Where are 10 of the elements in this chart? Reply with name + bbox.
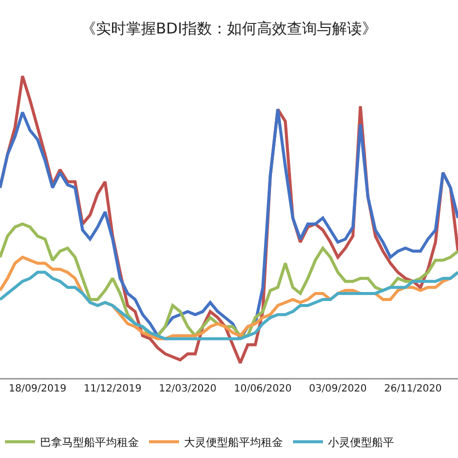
- legend-label: 巴拿马型船平均租金: [40, 436, 139, 450]
- x-tick-label: 10/06/2020: [234, 384, 292, 394]
- x-tick-label: 26/11/2020: [384, 384, 442, 394]
- chart-title: 《实时掌握BDI指数：如何高效查询与解读》: [80, 19, 378, 38]
- x-tick-label: 18/09/2019: [8, 384, 66, 394]
- x-tick-label: 11/12/2019: [84, 384, 142, 394]
- legend-label: 小灵便型船平: [328, 436, 394, 450]
- legend-label: 大灵便型船平均租金: [184, 436, 283, 450]
- x-tick-label: 12/03/2020: [158, 384, 217, 394]
- x-tick-label: 03/09/2020: [309, 384, 367, 394]
